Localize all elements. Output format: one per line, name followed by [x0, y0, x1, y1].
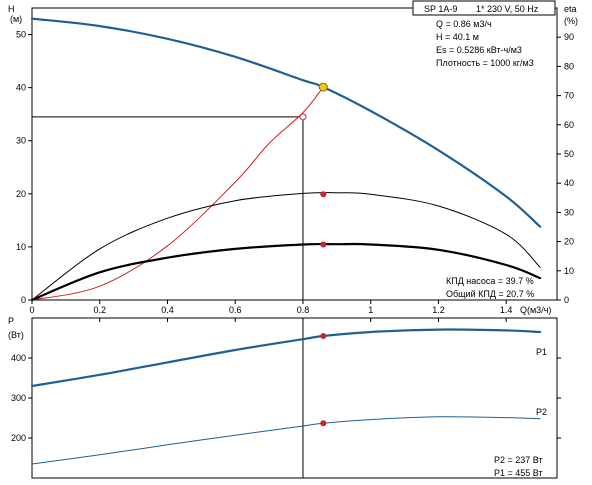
total-efficiency-curve [30, 242, 542, 302]
power-tick-label: 400 [11, 353, 26, 363]
head-curve [30, 17, 542, 228]
y-tick-label: 50 [16, 30, 26, 40]
power-point-marker [320, 420, 327, 427]
y2-tick-label: 20 [564, 237, 574, 247]
duty-point-marker [318, 82, 328, 92]
y-tick-label: 10 [16, 242, 26, 252]
y2-tick-label: 10 [564, 266, 574, 276]
efficiency-point-marker [320, 191, 327, 198]
p1-curve [30, 328, 542, 388]
chart-marks: 0 0.2 0.4 0.6 0.8 1 1.2 1.4 0 10 20 30 40 50 0 10 20 30 40… [11, 17, 574, 478]
model-header-box [412, 0, 556, 16]
y2-tick-label: 30 [564, 207, 574, 217]
p1-curve-label: P1 [536, 347, 547, 357]
power-axis-title-unit: (Вт) [8, 330, 24, 340]
y2-tick-label: 60 [564, 120, 574, 130]
x-tick-label: 1 [368, 305, 373, 315]
total-efficiency-text: Общий КПД = 20.7 % [446, 289, 534, 299]
head-axis-title-unit: (м) [10, 14, 22, 24]
p1-value-text: P1 = 455 Вт [494, 468, 543, 478]
y-tick-label: 0 [21, 295, 26, 305]
y2-tick-label: 90 [564, 32, 574, 42]
y2-tick-label: 0 [564, 295, 569, 305]
info-density: Плотность = 1000 кг/м3 [436, 58, 534, 68]
x-tick-label: 0 [29, 305, 34, 315]
x-tick-label: 0.4 [161, 305, 174, 315]
power-tick-label: 300 [11, 393, 26, 403]
info-head: H = 40.1 м [436, 32, 479, 42]
pump-efficiency-curve [31, 192, 541, 301]
eta-axis-title: eta [564, 4, 577, 14]
y-tick-label: 30 [16, 136, 26, 146]
efficiency-point-marker [320, 241, 327, 248]
model-label: SP 1A-9 [424, 4, 457, 14]
head-axis-title-H: H [8, 4, 15, 14]
eta-axis-unit: (%) [564, 16, 578, 26]
aux-head-curve [31, 86, 324, 301]
p2-curve-label: P2 [536, 407, 547, 417]
guide-point-marker [299, 113, 307, 121]
p2-value-text: P2 = 237 Вт [494, 455, 543, 465]
info-flow: Q = 0.86 м3/ч [436, 19, 492, 29]
flow-axis-title: Q(м3/ч) [520, 305, 551, 315]
x-tick-label: 0.8 [297, 305, 310, 315]
power-axis-title-P: P [8, 316, 14, 326]
power-point-marker [320, 333, 327, 339]
supply-label: 1* 230 V, 50 Hz [476, 4, 539, 14]
lower-plot-frame [31, 317, 558, 479]
y2-tick-label: 80 [564, 61, 574, 71]
y2-tick-label: 50 [564, 149, 574, 159]
p2-curve [31, 416, 541, 465]
info-energy: Es = 0.5286 кВт-ч/м3 [436, 45, 522, 55]
y-tick-label: 20 [16, 189, 26, 199]
power-tick-label: 200 [11, 433, 26, 443]
y-tick-label: 40 [16, 83, 26, 93]
x-tick-label: 1.2 [432, 305, 445, 315]
y2-tick-label: 40 [564, 178, 574, 188]
x-tick-label: 1.4 [500, 305, 513, 315]
x-tick-label: 0.2 [93, 305, 106, 315]
y2-tick-label: 70 [564, 91, 574, 101]
pump-efficiency-text: КПД насоса = 39.7 % [446, 276, 534, 286]
x-tick-label: 0.6 [229, 305, 242, 315]
